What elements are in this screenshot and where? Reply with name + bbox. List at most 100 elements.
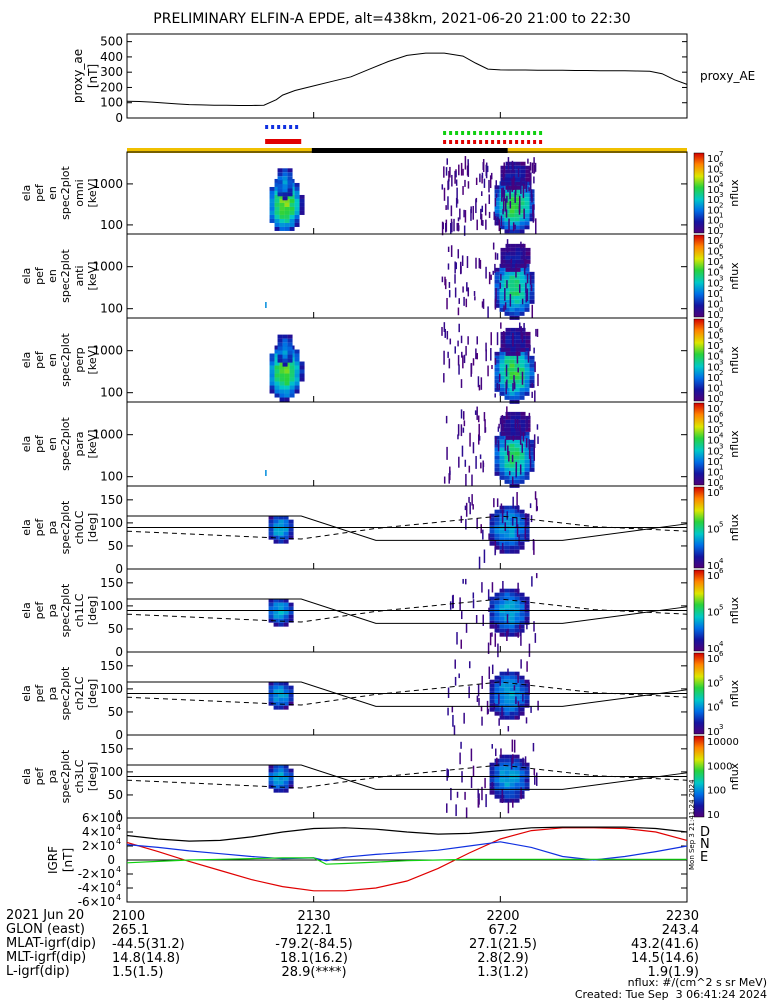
panel-ylabel: [keV]	[86, 346, 99, 375]
spectrogram-speck	[513, 176, 515, 191]
spectrogram-burst	[524, 471, 530, 476]
spectrogram-burst	[282, 362, 288, 367]
spectrogram-burst	[277, 338, 283, 343]
pitch-angle-speck	[476, 518, 478, 529]
pitch-angle-burst	[519, 509, 525, 514]
anti-loss-cone-line	[126, 764, 688, 789]
spectrogram-burst	[494, 185, 500, 190]
pitch-angle-burst	[509, 545, 515, 550]
spectrogram-burst	[509, 221, 515, 226]
footer-value: 1.3(1.2)	[477, 965, 529, 980]
spectrogram-burst	[279, 385, 285, 390]
spectrogram-burst	[277, 180, 283, 185]
spectrogram-speck	[446, 446, 448, 460]
igrf-ytick-label: 0	[107, 853, 115, 867]
spectrogram-burst	[289, 389, 295, 394]
spectrogram-burst	[524, 205, 530, 210]
spectrogram-burst	[514, 209, 520, 214]
spectrogram-burst	[514, 455, 520, 460]
spectrogram-burst	[294, 385, 300, 390]
spectrogram-burst	[514, 193, 520, 198]
spectrogram-burst	[287, 176, 293, 181]
spectrogram-speck	[515, 468, 517, 478]
pitch-angle-burst	[509, 588, 515, 593]
spectrogram-burst	[524, 387, 530, 392]
panel-ylabel: spec2plot	[59, 166, 72, 220]
pitch-angle-burst	[504, 770, 510, 775]
spectrogram-speck	[535, 223, 537, 235]
spectrogram-burst	[269, 365, 275, 370]
spectrogram-burst	[529, 443, 535, 448]
spectrogram-burst	[500, 169, 506, 174]
panel-ylabel: anti	[73, 265, 86, 286]
colorbar-tick-exponent: 4	[719, 640, 724, 648]
spectrogram-burst	[294, 365, 300, 370]
spectrogram-burst	[284, 397, 290, 402]
spectrogram-burst	[282, 338, 288, 343]
spectrogram-burst	[494, 367, 500, 372]
spectrogram-speck	[537, 436, 539, 444]
pitch-angle-burst	[283, 622, 289, 627]
footer-value: 2230	[666, 909, 699, 924]
spectrogram-speck	[464, 459, 467, 467]
pitch-angle-burst	[288, 523, 294, 528]
pitch-angle-speck	[475, 615, 478, 624]
spectrogram-speck	[443, 187, 446, 201]
pitch-angle-burst	[278, 523, 284, 528]
spectrogram-burst	[274, 369, 280, 374]
spectrogram-burst	[525, 423, 531, 428]
spectrogram-burst	[515, 185, 521, 190]
footer-value: 122.1	[295, 923, 332, 938]
pitch-angle-burst	[268, 693, 274, 698]
spectrogram-burst	[284, 202, 290, 207]
pitch-angle-burst	[519, 707, 525, 712]
spectrogram-burst	[499, 283, 505, 288]
pitch-angle-speck	[499, 676, 501, 686]
spectrogram-burst	[494, 303, 500, 308]
spectrogram-speck	[526, 288, 529, 302]
pitch-angle-burst	[514, 612, 520, 617]
spectrogram-burst	[514, 391, 520, 396]
spectrogram-burst	[519, 225, 525, 230]
pitch-angle-burst	[268, 523, 274, 528]
pitch-angle-burst	[268, 681, 274, 686]
spectrogram-burst	[269, 369, 275, 374]
spectrogram-speck	[460, 379, 463, 388]
pitch-angle-speck	[487, 642, 490, 654]
spectrogram-speck	[460, 162, 463, 176]
colorbar-tick-label: 10	[707, 425, 720, 436]
pitch-angle-burst	[268, 772, 274, 777]
spectrogram-burst	[282, 168, 288, 173]
spectrogram-burst	[277, 176, 283, 181]
pitch-angle-burst	[499, 758, 505, 763]
spectrogram-burst	[514, 291, 520, 296]
spectrogram-speck	[511, 179, 513, 192]
pitch-angle-burst	[509, 529, 515, 534]
spectrogram-burst	[274, 357, 280, 362]
spectrogram-speck	[484, 427, 487, 433]
spectrogram-speck	[520, 326, 522, 340]
spectrogram-burst	[287, 342, 293, 347]
spectrogram-burst	[499, 213, 505, 218]
colorbar-tick-exponent: 4	[719, 432, 724, 440]
panel-ylabel: spec2plot	[59, 749, 72, 803]
colorbar-tick-exponent: 2	[719, 285, 723, 293]
pitch-angle-burst	[524, 703, 530, 708]
pitch-angle-burst	[494, 592, 500, 597]
pitch-angle-burst	[273, 515, 279, 520]
pitch-angle-speck	[522, 757, 524, 767]
spectrogram-speck	[479, 173, 481, 183]
colorbar-label: nflux	[728, 513, 741, 541]
spectrogram-speck	[475, 199, 477, 214]
spectrogram-speck	[485, 266, 487, 279]
pitch-angle-burst	[519, 537, 525, 542]
colorbar-tick-label: 10	[707, 457, 720, 468]
panel-ytick-label: 100	[100, 682, 123, 696]
pitch-angle-burst	[283, 606, 289, 611]
pitch-angle-burst	[499, 537, 505, 542]
pitch-angle-burst	[514, 707, 520, 712]
footer-value: 2200	[486, 909, 519, 924]
ae-frame	[126, 33, 688, 119]
pitch-angle-burst	[519, 778, 525, 783]
spectrogram-speck	[498, 219, 501, 232]
